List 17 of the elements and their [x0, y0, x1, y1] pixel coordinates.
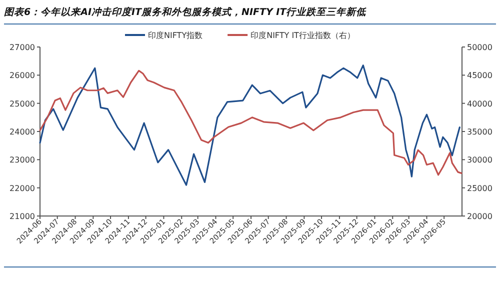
y-tick-label: 27000: [10, 43, 35, 52]
y-tick-label: 23000: [10, 156, 35, 165]
y2-tick-label: 40000: [467, 99, 492, 108]
y-tick-label: 22000: [10, 184, 35, 193]
y2-tick-label: 25000: [467, 184, 492, 193]
y-tick-label: 21000: [10, 212, 35, 221]
legend-label: 印度NIFTY指数: [148, 31, 203, 40]
y-tick-label: 24000: [10, 128, 35, 136]
y2-tick-label: 45000: [467, 71, 492, 80]
y2-tick-label: 30000: [467, 156, 492, 165]
y-tick-label: 26000: [10, 71, 35, 80]
chart-title: 图表6：今年以来AI冲击印度IT服务和外包服务模式，NIFTY IT行业跌至三年新低: [4, 6, 368, 18]
y2-tick-label: 20000: [467, 212, 492, 221]
y2-tick-label: 35000: [467, 128, 492, 136]
y2-tick-label: 50000: [467, 43, 492, 52]
legend-label: 印度NIFTY IT行业指数（右）: [250, 31, 355, 40]
y-tick-label: 25000: [10, 99, 35, 108]
